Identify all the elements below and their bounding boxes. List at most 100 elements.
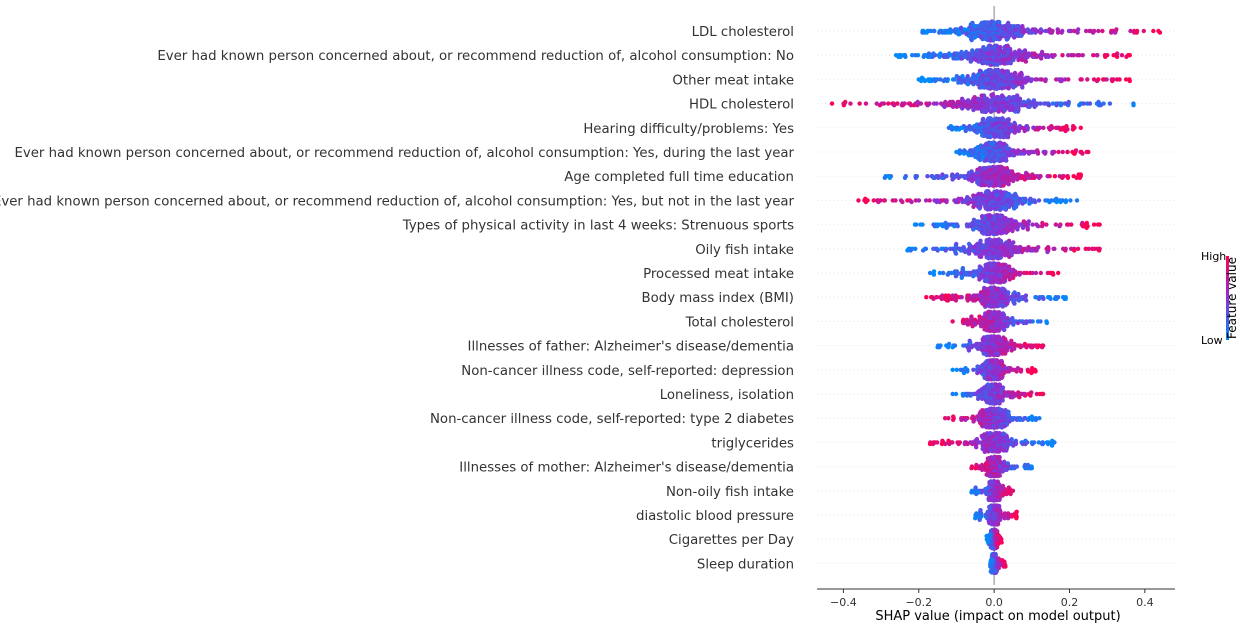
shap-point [1027,99,1033,105]
feature-row-dots [950,382,1046,406]
shap-point [1081,101,1086,106]
shap-point [1029,414,1035,419]
shap-point [984,206,990,211]
feature-row-dots [905,237,1102,261]
shap-point [974,414,980,419]
shap-point [1098,103,1103,108]
shap-point [1002,366,1008,371]
shap-point [938,51,943,56]
shap-point [1000,116,1005,121]
shap-point [1002,243,1007,248]
shap-point [1066,77,1071,82]
shap-point [977,122,982,127]
shap-point [1005,43,1010,49]
shap-point [981,385,987,390]
shap-point [992,214,997,220]
shap-point [1094,78,1100,84]
shap-point [931,296,936,301]
shap-point [955,99,960,105]
shap-point [924,295,929,300]
shap-point [987,60,992,66]
shap-point [1039,224,1045,229]
shap-point [994,95,999,100]
feature-row-dots [893,43,1132,67]
shap-point [1050,54,1056,59]
shap-point [987,237,992,242]
shap-point [981,231,986,236]
shap-point [1013,193,1019,198]
shap-point [1070,127,1076,132]
shap-point [848,101,853,106]
shap-point [1012,301,1017,306]
shap-point [1065,175,1071,180]
shap-point [984,352,990,358]
shap-point [972,317,978,322]
shap-point [980,154,985,159]
shap-point [983,398,989,403]
shap-point [1013,249,1019,255]
shap-point [978,238,983,243]
shap-point [937,270,943,276]
shap-point [1020,225,1026,230]
shap-point [989,230,994,235]
shap-point [1072,248,1077,253]
shap-point [1029,199,1034,205]
shap-point [1024,124,1029,129]
shap-point [985,213,990,218]
shap-point [1011,240,1016,245]
shap-point [968,59,973,64]
shap-point [1027,104,1032,110]
shap-point [999,93,1005,98]
shap-point [1009,51,1014,56]
shap-point [871,198,876,203]
shap-point [1009,348,1014,353]
shap-point [981,196,986,201]
shap-point [1078,125,1083,130]
shap-point [1011,320,1016,326]
shap-point [1008,61,1013,66]
shap-point [1079,77,1084,82]
shap-point [975,145,981,150]
shap-point [989,327,995,332]
shap-point [952,198,957,203]
shap-point [1017,395,1022,400]
shap-point [949,99,955,105]
shap-point [1051,246,1056,251]
shap-point [959,295,964,300]
shap-point [1021,391,1026,397]
shap-point [886,101,891,106]
shap-point [1056,149,1061,155]
shap-point [934,199,939,205]
shap-point [971,107,976,113]
shap-point [1004,301,1010,306]
shap-point [887,175,893,180]
shap-point [881,101,887,106]
shap-point [882,198,887,203]
shap-point [1031,98,1037,103]
shap-point [966,224,971,229]
shap-point [950,367,955,372]
feature-row-dots [935,334,1046,358]
shap-point [993,230,998,235]
shap-point [1069,222,1074,227]
shap-point [965,78,971,84]
shap-point [997,408,1002,413]
shap-point [955,56,960,61]
shap-point [999,133,1004,139]
shap-point [1006,191,1012,197]
shap-point [1019,125,1025,130]
shap-point [987,256,992,261]
shap-point [1100,28,1105,34]
shap-point [1033,369,1038,374]
shap-point [994,188,1000,194]
shap-point [1029,30,1034,35]
shap-point [1055,27,1060,32]
shap-point [946,125,952,130]
shap-point [1021,219,1027,224]
shap-point [1013,269,1018,274]
shap-point [966,170,972,176]
shap-point [1127,78,1132,84]
shap-point [977,227,982,232]
shap-point [998,206,1003,212]
shap-point [987,376,993,381]
